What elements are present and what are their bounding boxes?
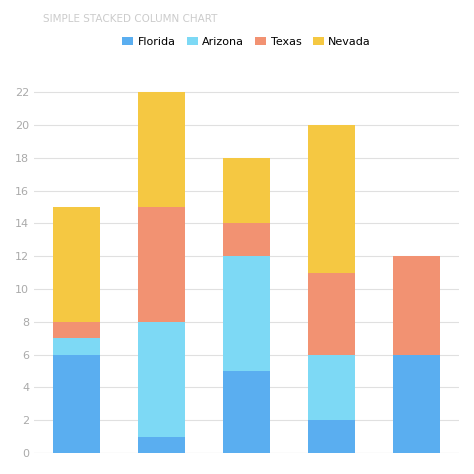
Bar [138, 437, 185, 453]
Bar [308, 355, 355, 420]
Bar [138, 92, 185, 207]
Bar [138, 322, 185, 437]
Bar [393, 355, 440, 453]
Bar [54, 322, 100, 338]
Bar [54, 338, 100, 355]
Text: SIMPLE STACKED COLUMN CHART: SIMPLE STACKED COLUMN CHART [43, 14, 217, 24]
Bar [308, 420, 355, 453]
Bar [223, 223, 270, 256]
Bar [223, 256, 270, 371]
Legend: Florida, Arizona, Texas, Nevada: Florida, Arizona, Texas, Nevada [118, 32, 375, 51]
Bar [393, 256, 440, 355]
Bar [308, 125, 355, 273]
Bar [308, 273, 355, 355]
Bar [223, 371, 270, 453]
Bar [138, 207, 185, 322]
Bar [223, 158, 270, 223]
Bar [54, 207, 100, 322]
Bar [54, 355, 100, 453]
